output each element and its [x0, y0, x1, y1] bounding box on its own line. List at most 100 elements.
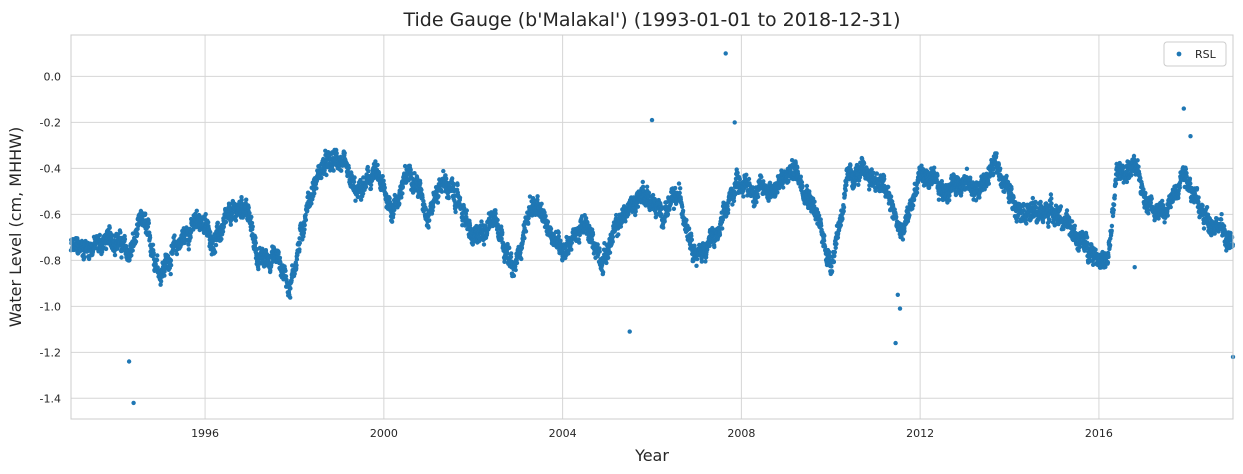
rsl-point [495, 217, 500, 223]
rsl-point [352, 175, 357, 180]
rsl-point [703, 259, 708, 264]
rsl-point [450, 176, 455, 181]
rsl-point [322, 168, 327, 173]
rsl-point [1072, 223, 1078, 228]
rsl-point [1047, 219, 1052, 224]
rsl-point [500, 230, 505, 235]
rsl-point [1106, 254, 1111, 260]
rsl-point [1049, 196, 1054, 201]
rsl-point [1168, 204, 1173, 210]
rsl-point [616, 232, 621, 237]
rsl-point [1135, 158, 1140, 163]
rsl-point [312, 191, 317, 196]
rsl-point [373, 159, 378, 164]
rsl-point [194, 208, 199, 213]
rsl-point [523, 229, 529, 234]
rsl-point [689, 237, 694, 242]
rsl-point [526, 221, 531, 226]
rsl-point [569, 240, 574, 245]
rsl-point [431, 204, 436, 210]
rsl-point [355, 194, 361, 200]
rsl-point [684, 217, 689, 223]
rsl-point [597, 246, 602, 251]
rsl-point [661, 225, 666, 230]
rsl-point [499, 224, 504, 229]
rsl-point [678, 186, 683, 191]
rsl-point [633, 209, 638, 214]
rsl-point [911, 197, 917, 202]
rsl-point [208, 229, 213, 235]
rsl-point [277, 255, 283, 260]
rsl-point [249, 214, 254, 220]
rsl-point [513, 264, 518, 269]
rsl-point [143, 211, 148, 216]
rsl-point [1040, 219, 1046, 225]
rsl-point [610, 239, 615, 244]
rsl-point [244, 197, 249, 202]
rsl-point [342, 150, 347, 156]
rsl-point [1109, 223, 1115, 229]
rsl-point [569, 247, 574, 252]
rsl-point [421, 198, 426, 204]
rsl-point [380, 174, 385, 179]
rsl-point [829, 264, 834, 269]
rsl-point [400, 191, 405, 196]
rsl-point [712, 244, 717, 250]
rsl-point [968, 175, 973, 180]
rsl-point [834, 241, 839, 247]
rsl-point [135, 231, 140, 237]
rsl-point [606, 255, 611, 260]
rsl-point [303, 212, 308, 218]
rsl-point [301, 230, 306, 235]
rsl-point [430, 208, 435, 213]
rsl-point [358, 197, 364, 202]
rsl-point [107, 225, 112, 230]
rsl-point [319, 175, 324, 180]
rsl-point [349, 172, 354, 178]
rsl-point [1177, 185, 1183, 190]
rsl-point [118, 230, 123, 235]
rsl-point [391, 211, 396, 217]
rsl-point [206, 220, 211, 225]
rsl-point [1113, 181, 1119, 186]
rsl-point [400, 184, 405, 189]
rsl-point [150, 242, 156, 247]
rsl-point [754, 200, 759, 205]
rsl-point [1109, 228, 1114, 233]
rsl-point [644, 184, 650, 189]
rsl-point [1014, 219, 1019, 224]
rsl-point [635, 204, 641, 209]
rsl-point [589, 237, 595, 242]
rsl-point [597, 249, 602, 254]
rsl-point [843, 188, 848, 193]
rsl-point [129, 253, 134, 258]
rsl-point [1064, 208, 1070, 213]
rsl-point [577, 232, 582, 238]
rsl-point [112, 252, 118, 258]
rsl-point [640, 179, 645, 185]
rsl-point [302, 222, 307, 228]
rsl-point [368, 182, 374, 188]
rsl-point [841, 205, 847, 210]
rsl-point [737, 177, 742, 182]
rsl-point [493, 211, 498, 216]
rsl-point [408, 167, 413, 173]
rsl-point [122, 237, 128, 242]
rsl-point [664, 200, 669, 205]
rsl-point [212, 250, 218, 255]
rsl-point [650, 192, 656, 198]
rsl-point [585, 220, 590, 225]
rsl-point [856, 182, 861, 187]
rsl-point [233, 218, 239, 223]
rsl-point [726, 207, 731, 212]
rsl-point [935, 173, 940, 178]
rsl-point [151, 250, 156, 256]
plot-area [71, 35, 1233, 419]
rsl-point [902, 229, 907, 234]
rsl-point [439, 189, 445, 194]
rsl-point [832, 249, 837, 255]
rsl-point [1058, 204, 1064, 209]
rsl-point [1111, 202, 1117, 207]
rsl-point [451, 181, 456, 187]
rsl-point [382, 185, 387, 190]
